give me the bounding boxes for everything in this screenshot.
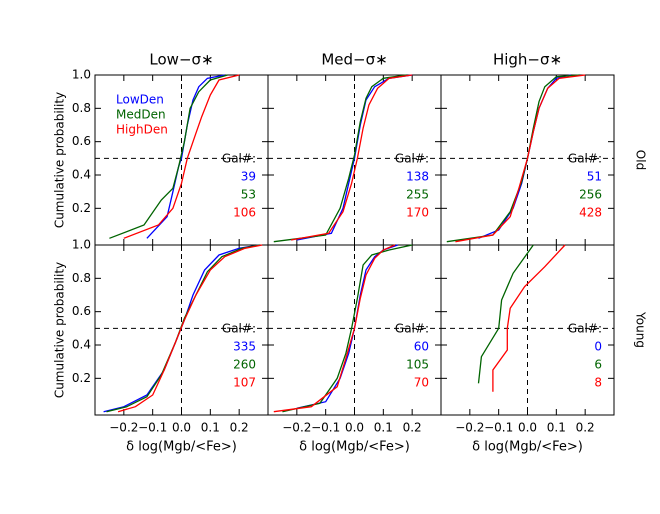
x-tick-label: −0.2 [282,421,311,435]
cdf-line [455,74,586,243]
count-label: 51 [587,170,602,184]
x-axis-label: δ log(Mgb/<Fe>) [126,440,237,455]
y-tick-label: 0.2 [72,201,91,215]
count-title: Gal#: [395,152,429,166]
count-label: 6 [594,358,602,372]
count-label: 255 [406,188,429,202]
x-tick-label: 0.2 [230,421,249,435]
count-label: 70 [414,376,429,390]
cdf-line [282,244,413,413]
count-label: 107 [233,376,256,390]
count-label: 60 [414,340,429,354]
x-tick-label: −0.2 [109,421,138,435]
count-label: 170 [406,206,429,220]
x-tick-label: −0.2 [455,421,484,435]
count-title: Gal#: [222,322,256,336]
legend-entry: LowDen [116,93,164,107]
y-axis-label: Cumulative probability [53,262,67,398]
x-tick-label: 0.1 [547,421,566,435]
count-title: Gal#: [568,152,602,166]
cdf-line [123,74,240,239]
x-tick-label: 0.0 [172,421,191,435]
cdf-line [492,244,566,392]
cdf-line [109,74,228,239]
count-title: Gal#: [395,322,429,336]
x-tick-label: 0.1 [201,421,220,435]
x-axis-label: δ log(Mgb/<Fe>) [472,440,583,455]
y-axis-label: Cumulative probability [53,92,67,228]
count-label: 8 [594,376,602,390]
x-tick-label: −0.1 [138,421,167,435]
count-label: 428 [579,206,602,220]
count-label: 260 [233,358,256,372]
count-title: Gal#: [568,322,602,336]
row-title: Young [634,311,648,348]
y-tick-label: 0.4 [72,168,91,182]
y-tick-label: 0.4 [72,338,91,352]
y-tick-label: 1.0 [72,68,91,82]
legend-entry: MedDen [116,108,166,122]
count-label: 106 [233,206,256,220]
x-tick-label: −0.1 [484,421,513,435]
y-tick-label: 0.6 [72,304,91,318]
cdf-line [273,74,407,243]
x-axis-label: δ log(Mgb/<Fe>) [299,440,410,455]
y-tick-label: 0.8 [72,101,91,115]
count-label: 39 [241,170,256,184]
count-label: 138 [406,170,429,184]
count-label: 335 [233,340,256,354]
legend-entry: HighDen [116,123,168,137]
cdf-line [273,244,396,413]
x-tick-label: 0.2 [403,421,422,435]
x-tick-label: 0.2 [576,421,595,435]
count-label: 105 [406,358,429,372]
x-tick-label: 0.0 [345,421,364,435]
count-label: 0 [594,340,602,354]
cdf-line [478,74,571,239]
column-title: Med−σ∗ [321,51,387,69]
x-tick-label: −0.1 [311,421,340,435]
count-label: 53 [241,188,256,202]
column-title: Low−σ∗ [149,51,213,69]
y-tick-label: 0.2 [72,371,91,385]
y-tick-label: 1.0 [72,238,91,252]
cdf-line [117,244,263,413]
cdf-line [296,244,399,409]
cdf-line [290,74,413,241]
cdf-line [106,244,260,413]
x-tick-label: 0.1 [374,421,393,435]
count-label: 256 [579,188,602,202]
column-title: High−σ∗ [493,51,562,69]
x-tick-label: 0.0 [518,421,537,435]
cdf-line [477,244,534,384]
y-tick-label: 0.6 [72,134,91,148]
y-tick-label: 0.8 [72,271,91,285]
count-title: Gal#: [222,152,256,166]
row-title: Old [634,150,648,170]
